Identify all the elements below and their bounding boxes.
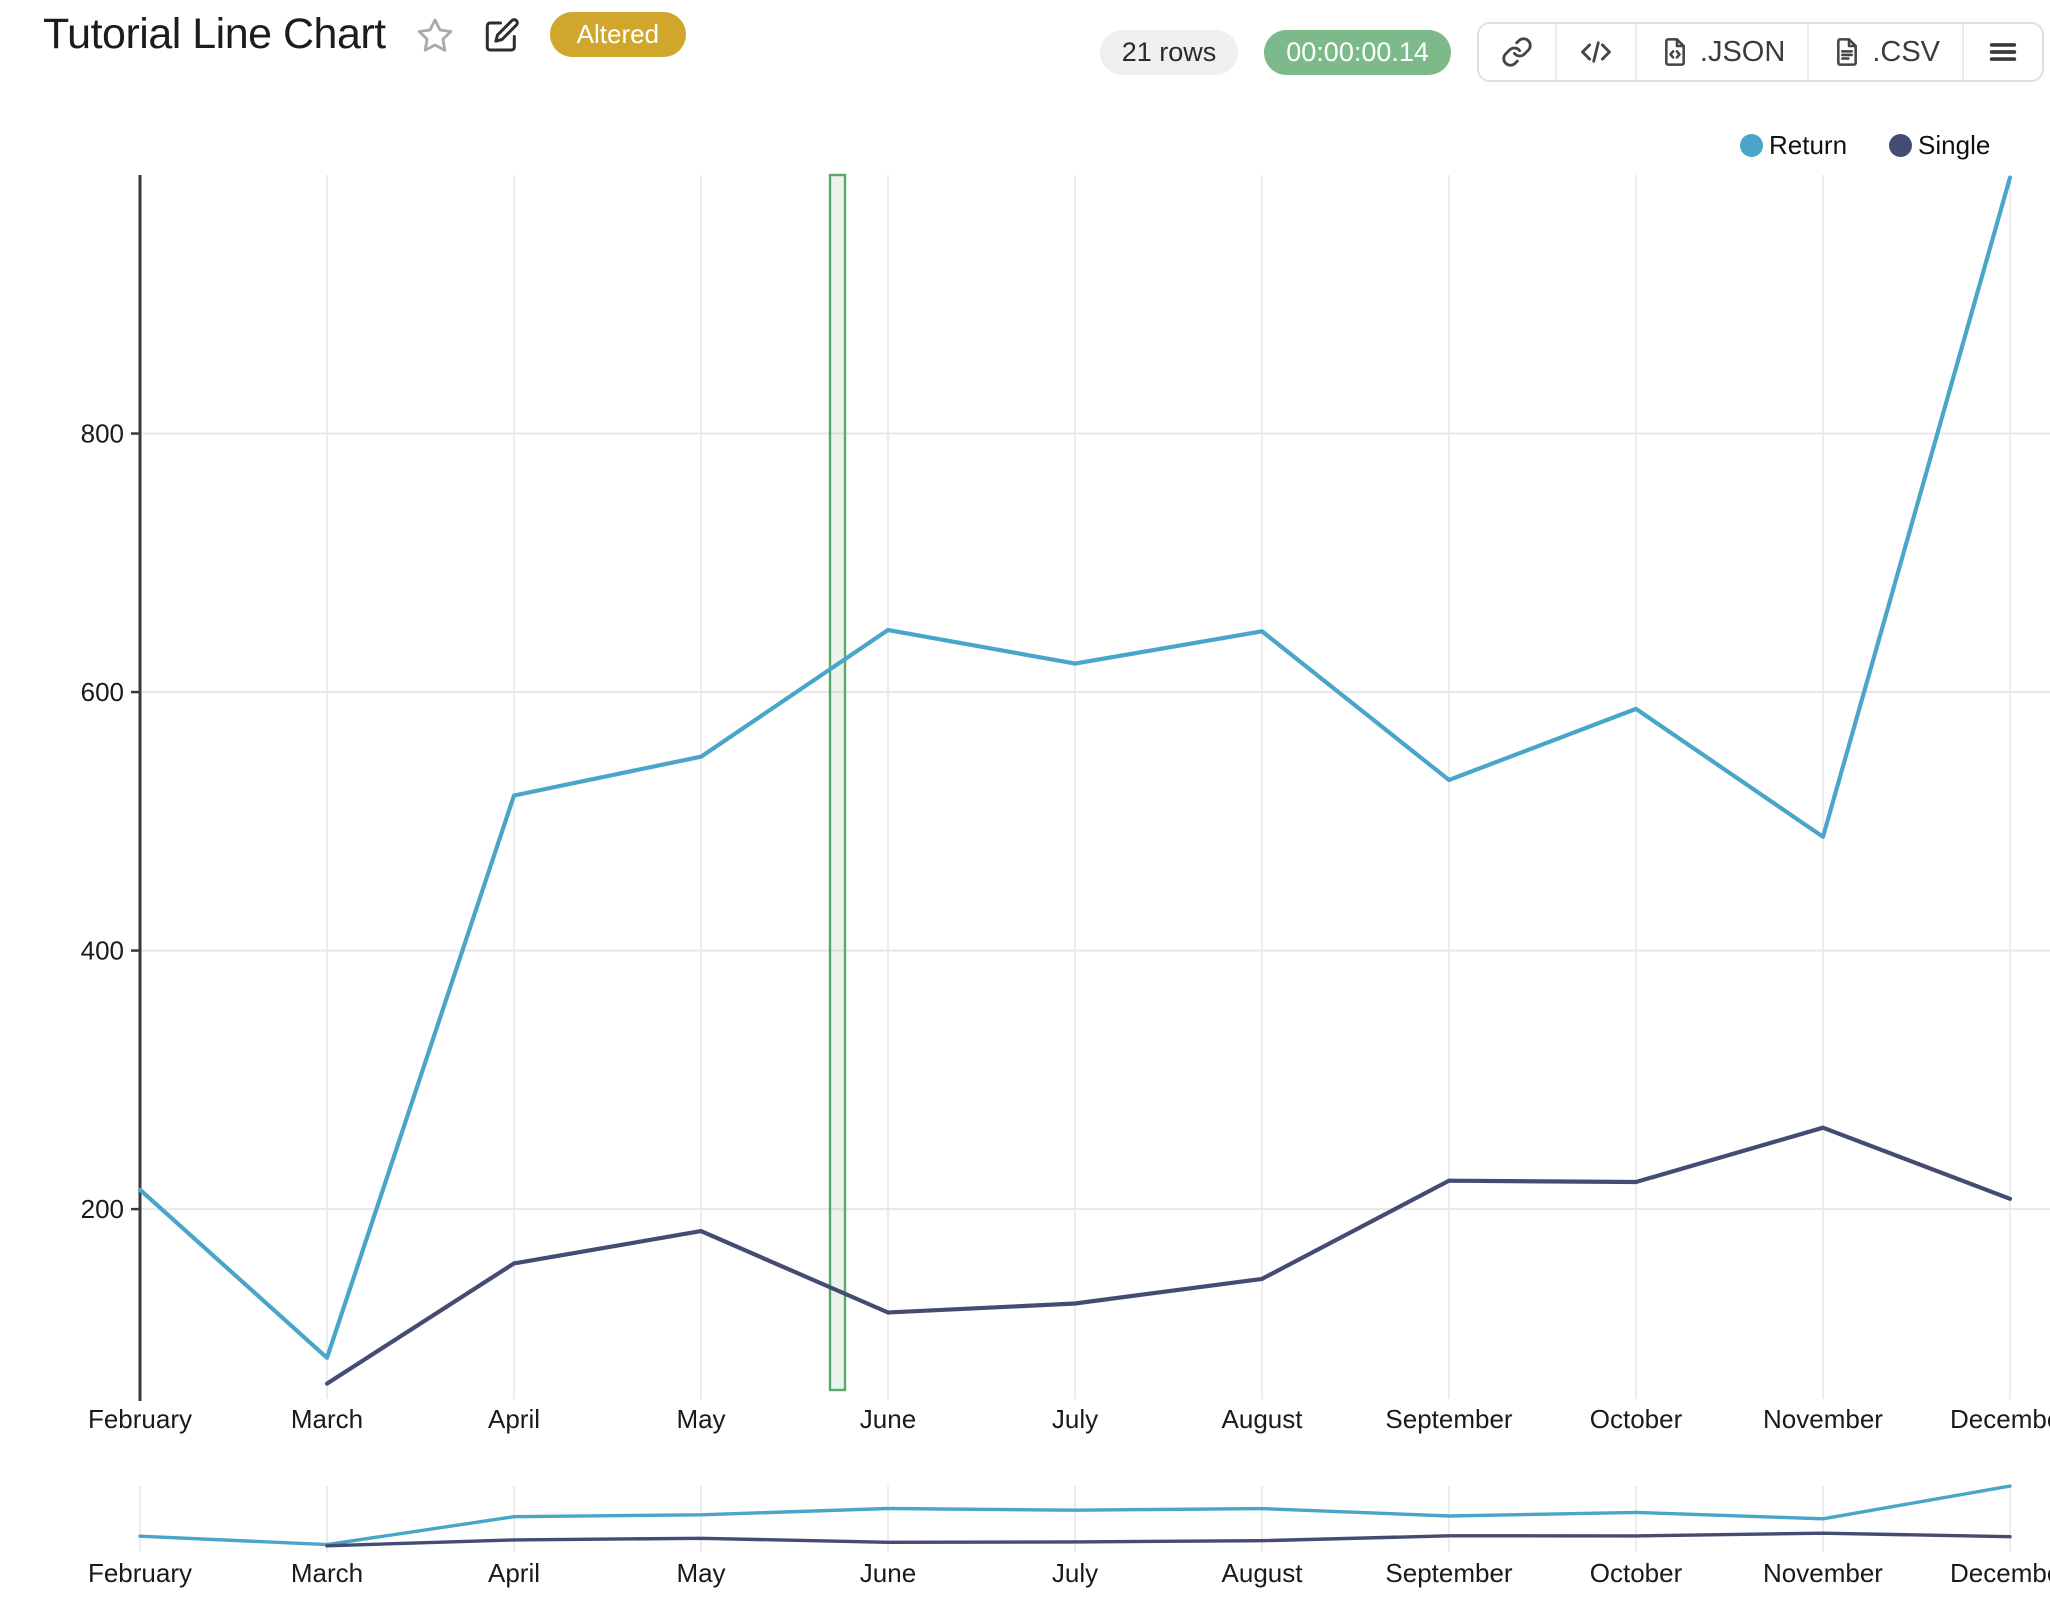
x-tick-label-December: December (1950, 1404, 2050, 1434)
header: Tutorial Line Chart Altered (43, 10, 687, 59)
x-tick-label-June: June (860, 1404, 916, 1434)
chart-legend: Return Single (1740, 130, 1990, 161)
status-badge: Altered (549, 12, 687, 57)
legend-swatch-single (1889, 134, 1913, 157)
mini-x-tick-label-May: May (676, 1558, 725, 1588)
legend-swatch-return (1740, 134, 1763, 157)
download-json-button[interactable]: .JSON (1636, 24, 1810, 80)
csv-file-icon (1837, 38, 1858, 66)
json-button-label: .JSON (1699, 35, 1786, 68)
mini-x-tick-label-March: March (291, 1558, 363, 1588)
menu-icon (1989, 43, 2017, 61)
edit-button[interactable] (484, 17, 520, 53)
series-line-single (324, 1125, 2013, 1386)
y-tick-label: 800 (81, 419, 124, 449)
mini-series-line-single (325, 1531, 2012, 1548)
mini-x-tick-label-April: April (488, 1558, 540, 1588)
export-button-group: .JSON .CSV (1476, 22, 2044, 82)
legend-label: Single (1918, 130, 1991, 160)
x-tick-label-May: May (676, 1404, 725, 1434)
row-count-badge: 21 rows (1099, 29, 1239, 75)
x-tick-label-February: February (88, 1404, 192, 1434)
y-tick-label: 600 (81, 677, 124, 707)
legend-item-single[interactable]: Single (1889, 130, 1990, 161)
query-timer-badge: 00:00:00.14 (1264, 29, 1451, 75)
x-tick-label-September: September (1385, 1404, 1513, 1434)
mini-x-tick-label-July: July (1052, 1558, 1098, 1588)
embed-code-button[interactable] (1556, 24, 1637, 80)
mini-x-tick-label-November: November (1763, 1558, 1883, 1588)
mini-series-line-return (138, 1484, 2012, 1547)
more-options-button[interactable] (1964, 24, 2042, 80)
x-tick-label-April: April (488, 1404, 540, 1434)
y-tick-label: 200 (81, 1194, 124, 1224)
star-icon (417, 18, 452, 52)
mini-x-tick-label-October: October (1590, 1558, 1683, 1588)
highlight-band[interactable] (828, 173, 847, 1392)
download-csv-button[interactable]: .CSV (1809, 24, 1964, 80)
mini-x-tick-label-June: June (860, 1558, 916, 1588)
x-tick-label-November: November (1763, 1404, 1883, 1434)
legend-item-return[interactable]: Return (1740, 130, 1847, 161)
copy-link-button[interactable] (1478, 24, 1557, 80)
mini-x-tick-label-August: August (1222, 1558, 1304, 1588)
favorite-button[interactable] (416, 16, 454, 54)
csv-button-label: .CSV (1872, 35, 1940, 68)
x-tick-label-October: October (1590, 1404, 1683, 1434)
context-brush-area[interactable] (120, 1480, 2030, 1558)
legend-label: Return (1769, 130, 1848, 160)
link-icon (1502, 37, 1532, 67)
mini-x-tick-label-February: February (88, 1558, 192, 1588)
series-line-return (137, 175, 2013, 1360)
x-tick-label-August: August (1222, 1404, 1304, 1434)
x-tick-label-July: July (1052, 1404, 1098, 1434)
header-controls: 21 rows 00:00:00.14 .JSON (1099, 22, 2044, 82)
json-file-icon (1664, 38, 1685, 66)
mini-x-tick-label-September: September (1385, 1558, 1513, 1588)
edit-icon (485, 17, 519, 51)
x-tick-label-March: March (291, 1404, 363, 1434)
code-icon (1581, 41, 1611, 63)
y-tick-label: 400 (81, 936, 124, 966)
page-title: Tutorial Line Chart (43, 10, 386, 58)
mini-x-tick-label-December: December (1950, 1558, 2050, 1588)
